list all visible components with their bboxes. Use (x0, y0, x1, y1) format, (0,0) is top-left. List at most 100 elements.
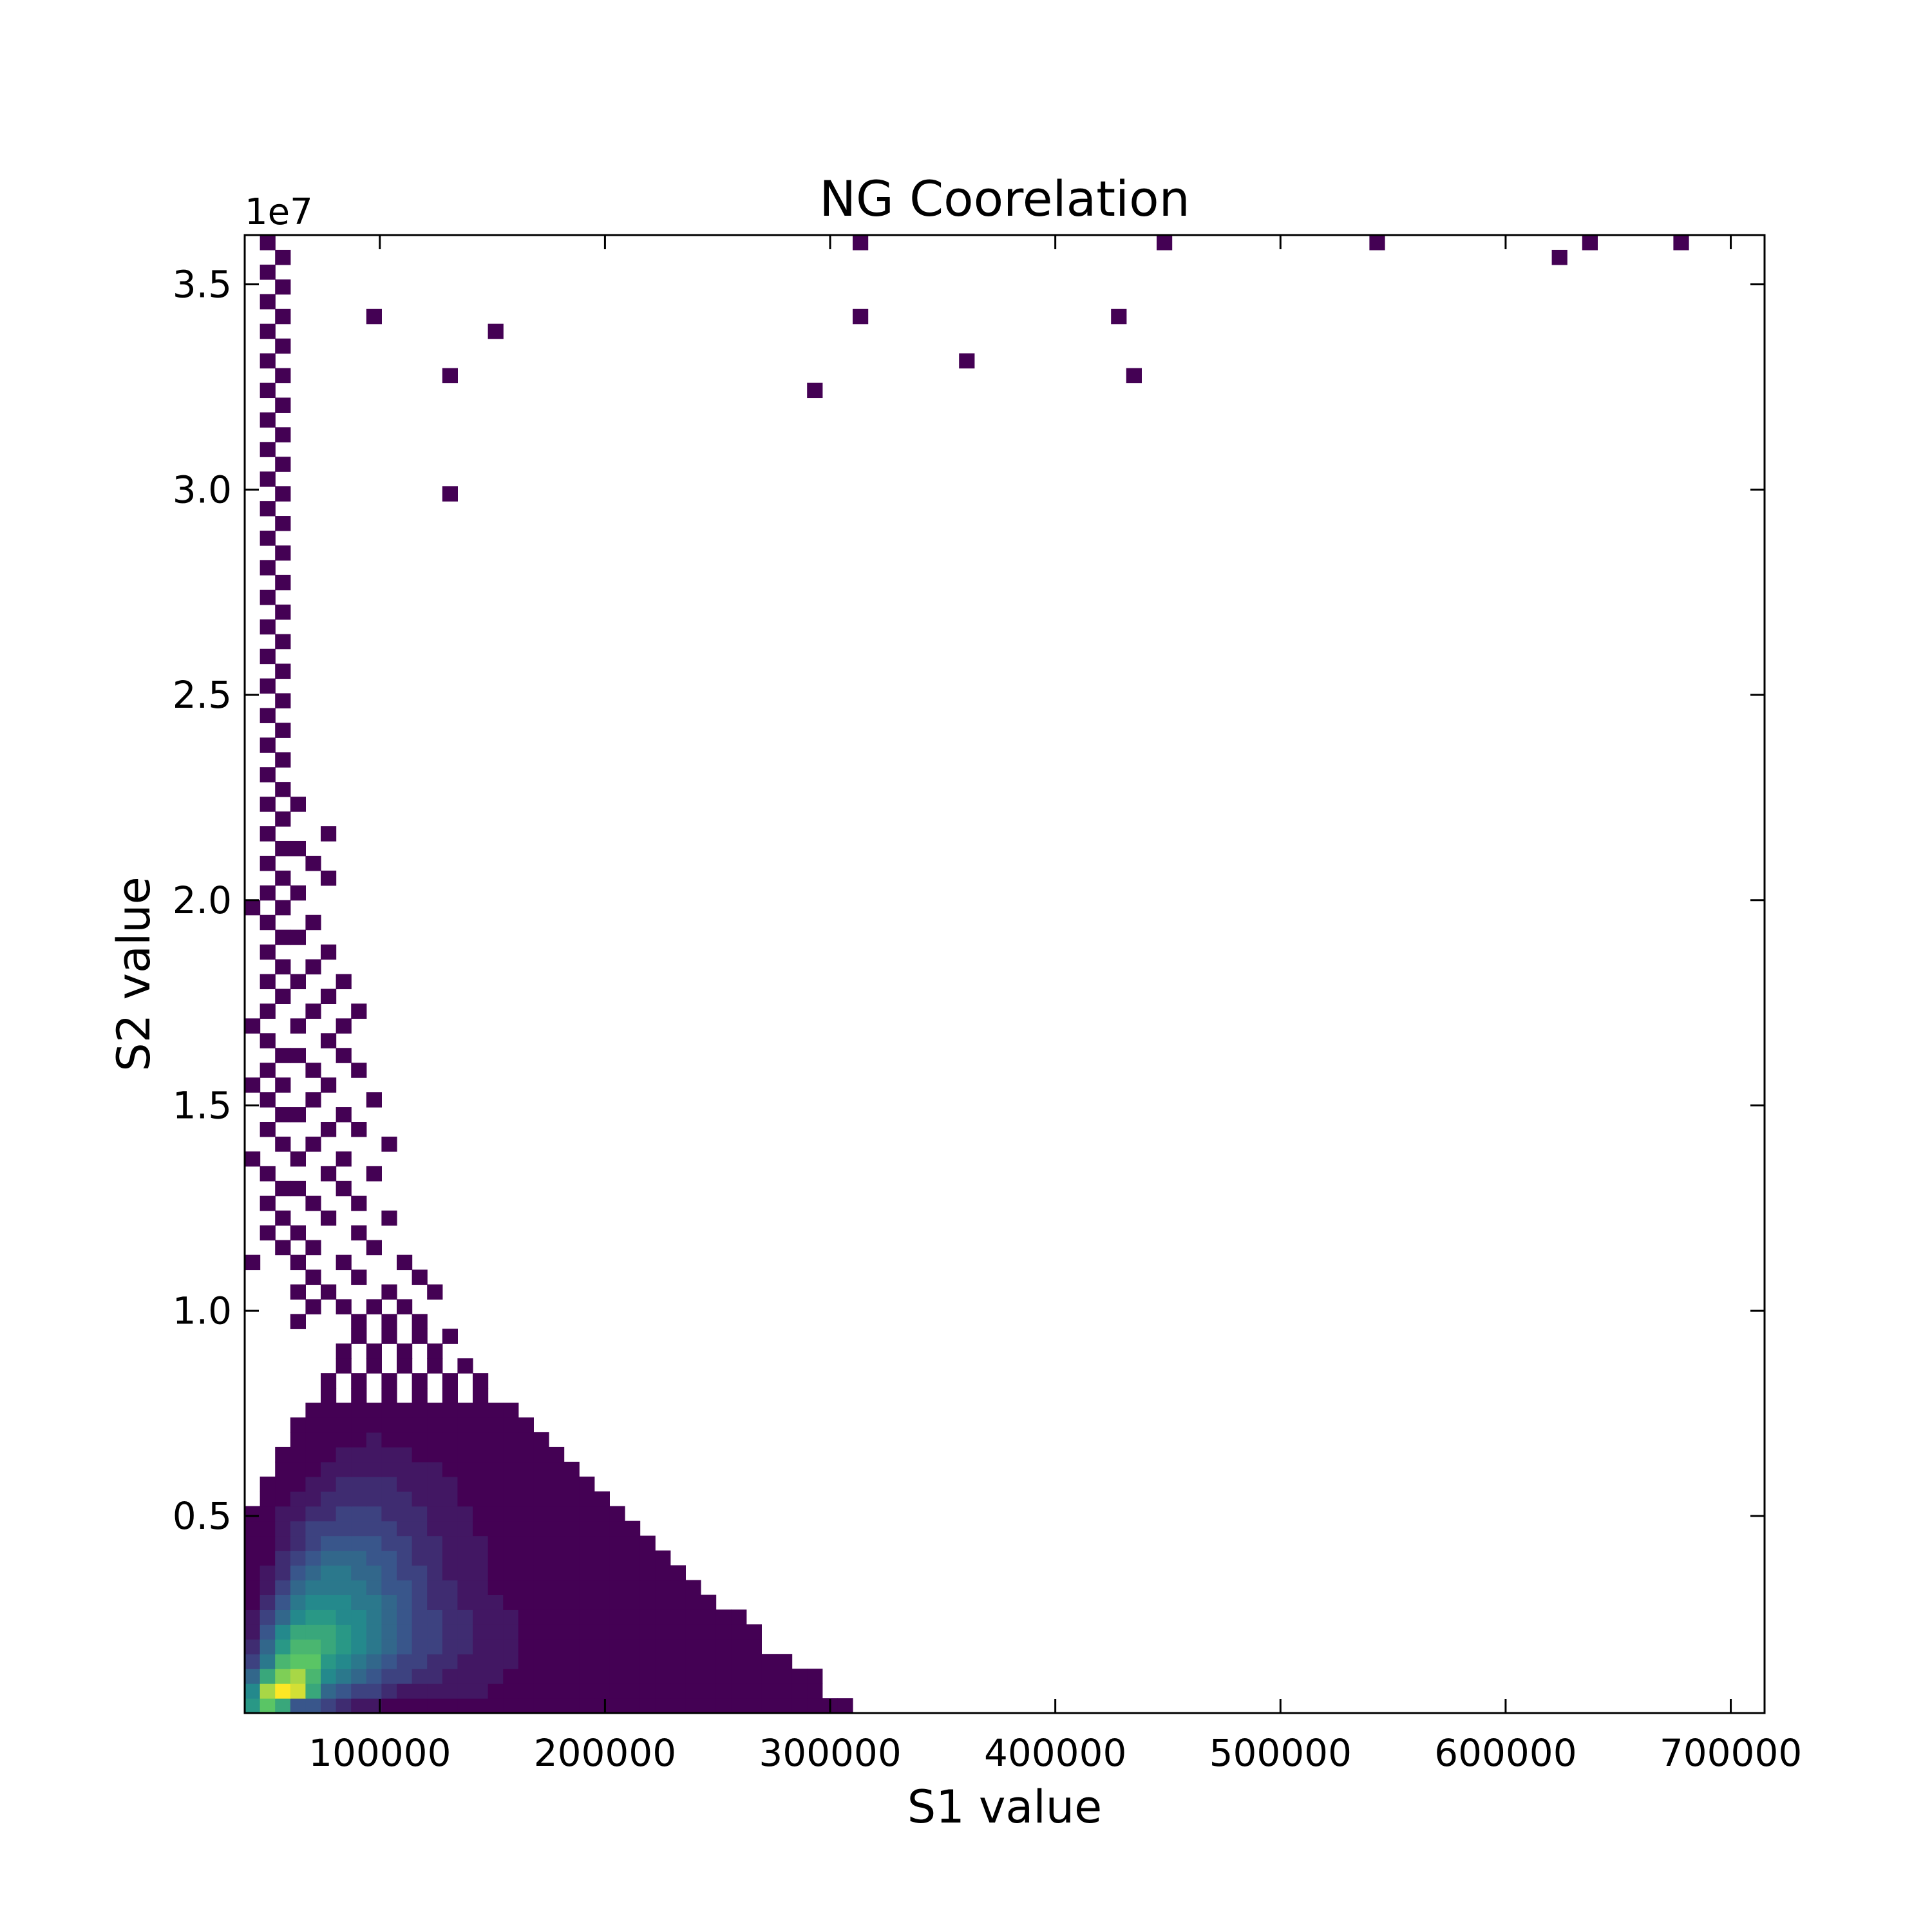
heatmap-cell (290, 1491, 306, 1507)
heatmap-cell (290, 1669, 306, 1684)
x-tick-label: 700000 (1660, 1731, 1802, 1775)
heatmap-cell (670, 1624, 686, 1640)
heatmap-cell (397, 1343, 413, 1359)
heatmap-cell (564, 1476, 580, 1492)
heatmap-cell (442, 1683, 458, 1699)
heatmap-cell (351, 1624, 367, 1640)
heatmap-cell (366, 1669, 382, 1684)
heatmap-cell (609, 1669, 625, 1684)
heatmap-cell (625, 1565, 641, 1581)
heatmap-cell (503, 1461, 519, 1477)
heatmap-cell (275, 929, 291, 945)
heatmap-cell (609, 1609, 625, 1625)
heatmap-cell (366, 1476, 382, 1492)
heatmap-cell (579, 1520, 595, 1537)
heatmap-cell (579, 1580, 595, 1595)
heatmap-cell (275, 1107, 291, 1122)
heatmap-cell (533, 1624, 549, 1640)
heatmap-cell (518, 1698, 534, 1714)
heatmap-cell (260, 1063, 276, 1078)
heatmap-cell (807, 1698, 823, 1714)
heatmap-cell (366, 1565, 382, 1581)
heatmap-cell (397, 1550, 413, 1566)
heatmap-cell (260, 855, 276, 871)
heatmap-cell (412, 1520, 428, 1537)
heatmap-cell (473, 1580, 489, 1595)
heatmap-cell (275, 1654, 291, 1669)
heatmap-cell (336, 1107, 352, 1122)
heatmap-cell (959, 353, 975, 369)
heatmap-cell (473, 1506, 489, 1522)
heatmap-cell (412, 1535, 428, 1551)
heatmap-cell (260, 1506, 276, 1522)
heatmap-cell (503, 1403, 519, 1418)
heatmap-cell (701, 1683, 717, 1699)
heatmap-cell (245, 1669, 261, 1684)
heatmap-cell (655, 1698, 671, 1714)
heatmap-cell (351, 1225, 367, 1241)
heatmap-cell (351, 1122, 367, 1137)
heatmap-cell (245, 1683, 261, 1699)
heatmap-cell (397, 1609, 413, 1625)
heatmap-cell (412, 1580, 428, 1595)
heatmap-cell (549, 1461, 565, 1477)
heatmap-cell (321, 1506, 337, 1522)
heatmap-cell (351, 1063, 367, 1078)
heatmap-cell (321, 1565, 337, 1581)
heatmap-cell (397, 1506, 413, 1522)
heatmap-cell (670, 1609, 686, 1625)
heatmap-cell (1157, 235, 1173, 251)
heatmap-cell (791, 1698, 808, 1714)
heatmap-cell (260, 1195, 276, 1211)
heatmap-cell (564, 1683, 580, 1699)
heatmap-cell (457, 1669, 473, 1684)
heatmap-cell (533, 1669, 549, 1684)
heatmap-cell (260, 1225, 276, 1241)
heatmap-cell (731, 1609, 747, 1625)
heatmap-cell (336, 1506, 352, 1522)
heatmap-cell (275, 1210, 291, 1226)
heatmap-cell (609, 1639, 625, 1654)
heatmap-cell (412, 1506, 428, 1522)
heatmap-cell (518, 1491, 534, 1507)
heatmap-cell (442, 1698, 458, 1714)
heatmap-cell (290, 1048, 306, 1063)
heatmap-cell (275, 308, 291, 325)
heatmap-cells (245, 235, 1689, 1714)
heatmap-cell (533, 1580, 549, 1595)
heatmap-cell (381, 1314, 397, 1329)
heatmap-cell (245, 1151, 261, 1167)
heatmap-cell (609, 1683, 625, 1699)
heatmap-cell (275, 545, 291, 561)
heatmap-cell (655, 1580, 671, 1595)
heatmap-cell (275, 900, 291, 916)
heatmap-cell (245, 1624, 261, 1640)
heatmap-cell (321, 1033, 337, 1048)
heatmap-cell (275, 1535, 291, 1551)
heatmap-cell (351, 1535, 367, 1551)
heatmap-cell (351, 1698, 367, 1714)
heatmap-cell (488, 1698, 504, 1714)
heatmap-cell (594, 1491, 610, 1507)
chart-title: NG Coorelation (819, 170, 1190, 227)
heatmap-cell (321, 944, 337, 960)
heatmap-cell (427, 1624, 443, 1640)
heatmap-cell (290, 1018, 306, 1034)
heatmap-cell (412, 1550, 428, 1566)
heatmap-cell (275, 870, 291, 886)
heatmap-cell (442, 1595, 458, 1610)
heatmap-cell (351, 1609, 367, 1625)
heatmap-cell (549, 1639, 565, 1654)
heatmap-cell (427, 1432, 443, 1448)
heatmap-cell (670, 1580, 686, 1595)
heatmap-cell (351, 1373, 367, 1388)
heatmap-cell (746, 1698, 762, 1714)
heatmap-cell (305, 1195, 321, 1211)
heatmap-cell (260, 826, 276, 842)
heatmap-cell (336, 1446, 352, 1463)
heatmap-cell (290, 1609, 306, 1625)
heatmap-cell (260, 737, 276, 753)
heatmap-cell (594, 1609, 610, 1625)
heatmap-cell (260, 1122, 276, 1137)
heatmap-cell (549, 1446, 565, 1463)
